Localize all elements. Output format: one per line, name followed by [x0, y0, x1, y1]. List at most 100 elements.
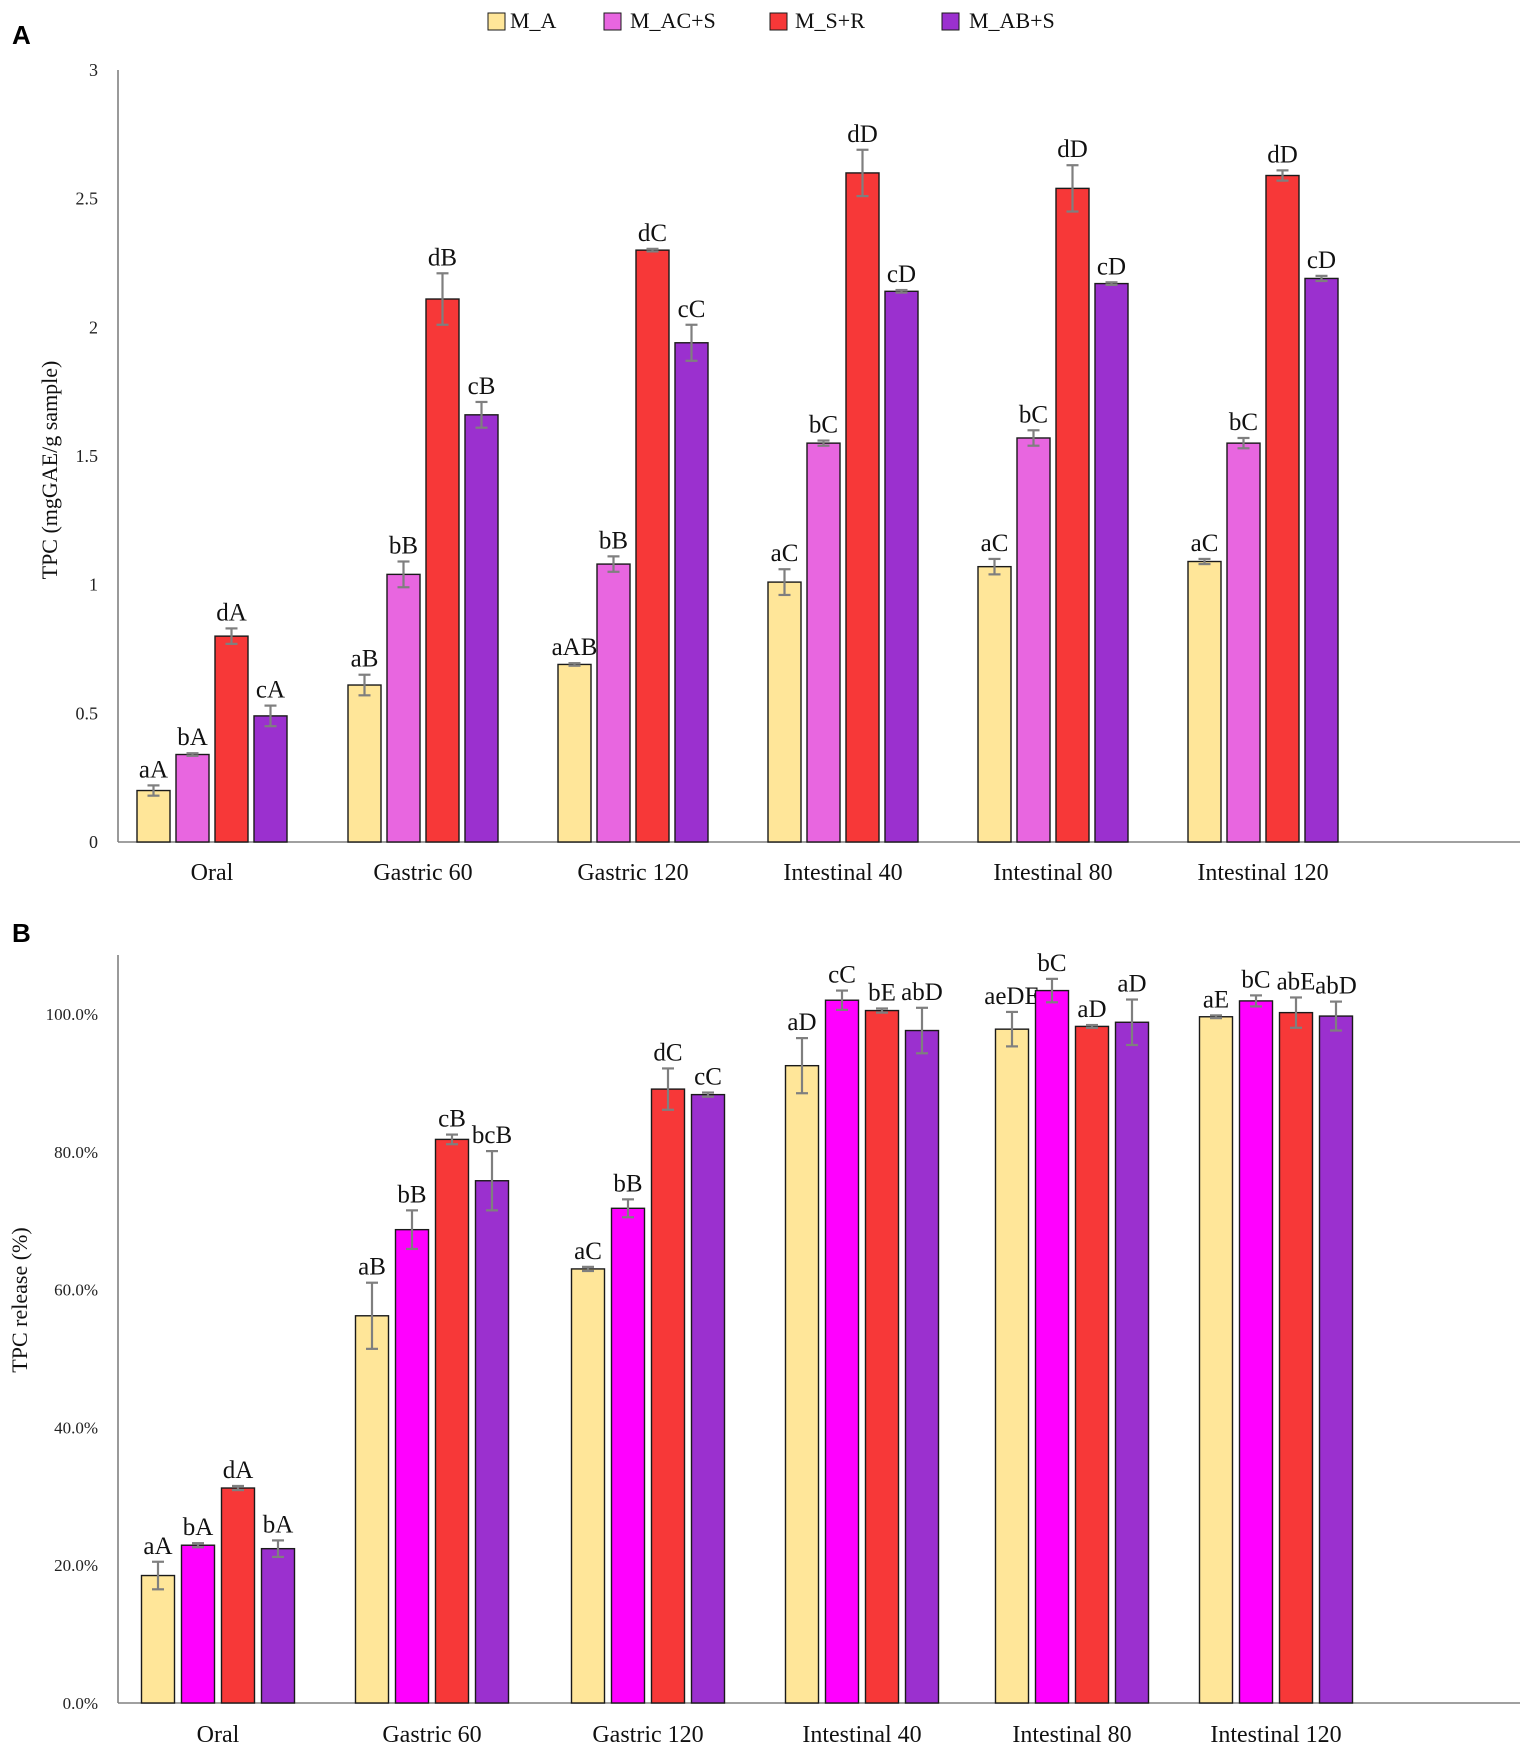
panel-a-data-label: aC: [771, 540, 799, 567]
panel-a-bar-m-ab-s-oral: [253, 715, 288, 843]
panel-b-data-label: aE: [1203, 986, 1229, 1013]
panel-b-x-tick-label: Intestinal 80: [1012, 1722, 1131, 1748]
panel-a-x-tick-label: Oral: [191, 860, 234, 886]
panel-b-bar-m-a-oral: [140, 1574, 176, 1704]
legend-label-m-a: M_A: [510, 8, 557, 33]
panel-a-data-label: bC: [1229, 409, 1258, 436]
panel-a-bar-m-ac-s-intestinal-120: [1226, 442, 1261, 843]
panel-a-data-label: dD: [1057, 136, 1088, 163]
panel-a-y-tick-label: 0: [89, 832, 98, 852]
panel-b-y-tick-label: 40.0%: [54, 1418, 98, 1437]
panel-b-data-label: cC: [694, 1064, 722, 1091]
panel-a-bar-m-ab-s-gastric-120: [674, 342, 709, 843]
panel-b-x-tick-label: Oral: [197, 1722, 240, 1748]
legend-swatch-m-ab-s: [941, 12, 960, 31]
panel-b-bar-m-ab-s-gastric-120: [690, 1093, 726, 1704]
panel-b-data-label: aD: [1077, 996, 1106, 1023]
panel-a-data-label: bB: [599, 527, 628, 554]
panel-b-data-label: bB: [397, 1181, 426, 1208]
panel-b: B TPC release (%) 0.0% 20.0% 40.0% 60.0% 80.…: [7, 918, 1520, 1748]
panel-b-data-label: aA: [143, 1533, 172, 1560]
panel-b-y-tick-label: 0.0%: [63, 1694, 98, 1713]
panel-b-x-tick-label: Intestinal 120: [1210, 1722, 1341, 1748]
legend-swatch-m-a: [487, 12, 506, 31]
panel-b-y-tick-label: 20.0%: [54, 1556, 98, 1575]
panel-b-bar-m-ab-s-oral: [260, 1547, 296, 1704]
panel-b-bar-m-a-gastric-120: [570, 1268, 606, 1704]
panel-a-data-label: bA: [177, 724, 208, 751]
panel-a-bar-m-s-r-intestinal-40: [845, 172, 880, 843]
panel-a-x-tick-label: Intestinal 40: [783, 860, 902, 886]
panel-b-data-label: bC: [1037, 950, 1066, 977]
panel-b-data-label: bB: [613, 1170, 642, 1197]
panel-a-bar-m-ac-s-intestinal-40: [806, 442, 841, 843]
panel-a-bar-m-ab-s-intestinal-120: [1304, 277, 1339, 843]
panel-b-bar-m-s-r-gastric-60: [434, 1138, 470, 1704]
panel-b-bar-m-a-intestinal-120: [1198, 1016, 1234, 1704]
panel-a-y-tick-label: 1.5: [76, 446, 99, 466]
panel-b-y-tick-label: 60.0%: [54, 1281, 98, 1300]
legend-swatch-m-s-r: [769, 12, 788, 31]
panel-a-y-tick-label: 2.5: [76, 189, 99, 209]
panel-b-bar-m-a-intestinal-40: [784, 1064, 820, 1704]
panel-b-y-tick-label: 80.0%: [54, 1143, 98, 1162]
panel-a-data-label: cD: [1307, 247, 1336, 274]
legend-swatch-m-ac-s: [603, 12, 622, 31]
panel-a-data-label: bB: [389, 533, 418, 560]
panel-a-data-label: cD: [1097, 253, 1126, 280]
panel-a-bar-m-s-r-gastric-60: [425, 298, 460, 843]
panel-b-data-label: abD: [1315, 973, 1357, 1000]
panel-a-data-label: cA: [256, 677, 285, 704]
panel-a-bar-m-ab-s-intestinal-80: [1094, 282, 1129, 843]
panel-b-x-tick-label: Gastric 120: [592, 1722, 703, 1748]
panel-a-bar-m-s-r-intestinal-120: [1265, 174, 1300, 843]
panel-a: A TPC (mgGAE/g sample) 0 0.5 1 1.5 2 2.5 3 aA b…: [12, 20, 1520, 886]
panel-a-bar-m-s-r-oral: [214, 635, 249, 843]
panel-a-bar-m-a-intestinal-40: [767, 581, 802, 843]
panel-b-bar-m-ab-s-gastric-60: [474, 1180, 510, 1704]
panel-b-data-label: abE: [1277, 968, 1316, 995]
panel-a-data-label: aA: [139, 756, 168, 783]
panel-a-data-label: bC: [809, 412, 838, 439]
panel-a-bar-m-a-intestinal-80: [977, 565, 1012, 843]
panel-b-data-label: aD: [787, 1009, 816, 1036]
panel-a-y-tick-label: 2: [89, 317, 98, 337]
panel-a-data-label: cB: [468, 373, 496, 400]
panel-a-x-tick-label: Gastric 120: [577, 860, 688, 886]
panel-b-data-label: bA: [183, 1514, 214, 1541]
panel-a-data-label: bC: [1019, 401, 1048, 428]
legend-label-m-ab-s: M_AB+S: [969, 8, 1055, 33]
panel-b-data-label: aC: [574, 1238, 602, 1265]
panel-b-letter: B: [12, 918, 31, 948]
panel-b-data-label: bE: [868, 979, 896, 1006]
panel-b-bar-m-ab-s-intestinal-80: [1114, 1021, 1150, 1704]
panel-a-bar-m-a-gastric-60: [347, 684, 382, 843]
panel-b-bar-m-s-r-gastric-120: [650, 1088, 686, 1704]
panel-b-data-label: aD: [1117, 971, 1146, 998]
panel-a-data-label: dD: [1267, 141, 1298, 168]
panel-a-data-label: cD: [887, 261, 916, 288]
panel-a-y-axis-title: TPC (mgGAE/g sample): [37, 361, 62, 580]
panel-b-data-label: cB: [438, 1106, 466, 1133]
panel-a-data-label: dA: [216, 599, 247, 626]
panel-b-y-axis-title: TPC release (%): [7, 1227, 32, 1372]
panel-b-x-tick-label: Intestinal 40: [802, 1722, 921, 1748]
panel-b-data-label: bC: [1241, 966, 1270, 993]
panel-b-bar-m-ac-s-gastric-120: [610, 1207, 646, 1704]
panel-a-bar-m-s-r-intestinal-80: [1055, 187, 1090, 843]
panel-b-bar-m-s-r-intestinal-80: [1074, 1025, 1110, 1704]
panel-a-data-label: aAB: [552, 634, 598, 661]
legend-label-m-ac-s: M_AC+S: [630, 8, 716, 33]
panel-a-bar-m-ac-s-gastric-120: [596, 563, 631, 843]
panel-b-bar-m-ac-s-oral: [180, 1544, 216, 1704]
panel-a-data-label: dD: [847, 121, 878, 148]
panel-a-data-label: dC: [638, 220, 667, 247]
panel-a-bar-m-a-gastric-120: [557, 663, 592, 843]
panel-b-y-tick-label: 100.0%: [46, 1005, 98, 1024]
panel-a-bar-m-ab-s-intestinal-40: [884, 290, 919, 843]
panel-b-bar-m-a-intestinal-80: [994, 1028, 1030, 1704]
panel-a-bar-m-ac-s-intestinal-80: [1016, 437, 1051, 843]
panel-a-data-label: aC: [981, 530, 1009, 557]
panel-b-bar-m-s-r-intestinal-120: [1278, 1011, 1314, 1704]
